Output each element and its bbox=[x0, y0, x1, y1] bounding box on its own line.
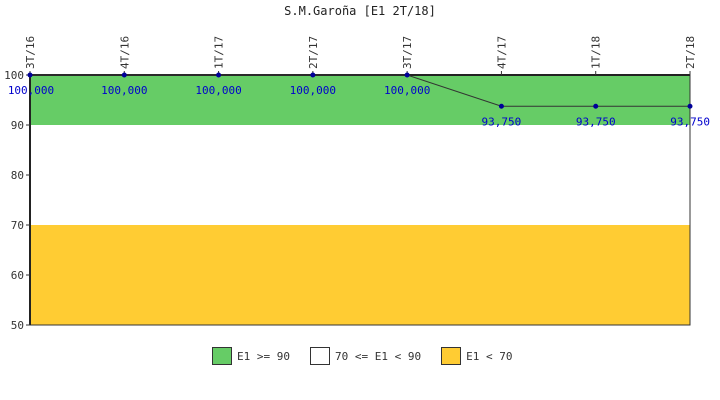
band-1 bbox=[30, 125, 690, 225]
data-point bbox=[593, 103, 599, 109]
series-line bbox=[30, 74, 690, 107]
data-point bbox=[498, 103, 504, 109]
legend-swatch-yellow bbox=[441, 347, 462, 365]
legend-swatch-green bbox=[212, 347, 232, 365]
band-2 bbox=[30, 225, 690, 325]
data-label: 100,000 bbox=[8, 84, 54, 97]
y-tick-label: 70 bbox=[11, 219, 24, 232]
data-labels: 100,000 100,000 100,000 100,000 100,000 93,75… bbox=[8, 84, 710, 128]
legend-swatch-white bbox=[309, 347, 330, 365]
data-label: 93,750 bbox=[670, 115, 710, 128]
threshold-bands bbox=[30, 75, 690, 325]
legend-label-green: E1 >= 90 bbox=[237, 349, 290, 363]
y-tick-label: 90 bbox=[11, 119, 24, 132]
x-tick-label: 2T/18 bbox=[684, 36, 697, 69]
x-tick-label: 4T/16 bbox=[118, 36, 131, 69]
legend-label-yellow: E1 < 70 bbox=[466, 349, 513, 363]
y-tick-label: 60 bbox=[11, 269, 24, 282]
band-0 bbox=[30, 75, 690, 125]
x-tick-label: 2T/17 bbox=[307, 36, 320, 69]
y-tick-label: 50 bbox=[11, 319, 24, 332]
data-label: 100,000 bbox=[195, 84, 241, 97]
data-label: 93,750 bbox=[482, 115, 522, 128]
x-tick-label: 3T/16 bbox=[24, 36, 37, 69]
x-tick-label: 1T/17 bbox=[213, 36, 226, 69]
data-label: 100,000 bbox=[101, 84, 147, 97]
data-point bbox=[216, 72, 222, 78]
legend-item-white: 70 <= E1 < 90 bbox=[309, 347, 422, 365]
data-point bbox=[27, 72, 33, 78]
x-tick-label: 1T/18 bbox=[590, 36, 603, 69]
data-point bbox=[687, 103, 693, 109]
x-tick-label: 4T/17 bbox=[495, 36, 508, 69]
x-tick-label: 3T/17 bbox=[401, 36, 414, 69]
y-tick-label: 100 bbox=[4, 69, 24, 82]
data-point bbox=[310, 72, 316, 78]
data-point bbox=[404, 72, 410, 78]
legend-label-white: 70 <= E1 < 90 bbox=[334, 349, 422, 363]
data-point bbox=[121, 72, 127, 78]
y-tick-label: 80 bbox=[11, 169, 24, 182]
data-label: 93,750 bbox=[576, 115, 616, 128]
data-label: 100,000 bbox=[290, 84, 336, 97]
legend: E1 >= 90 70 <= E1 < 90 E1 < 70 bbox=[212, 345, 532, 367]
series-e1 bbox=[27, 72, 693, 109]
data-label: 100,000 bbox=[384, 84, 430, 97]
chart-title: S.M.Garoña [E1 2T/18] bbox=[284, 4, 436, 18]
legend-item-yellow: E1 < 70 bbox=[441, 347, 512, 365]
legend-item-green: E1 >= 90 bbox=[212, 347, 290, 365]
